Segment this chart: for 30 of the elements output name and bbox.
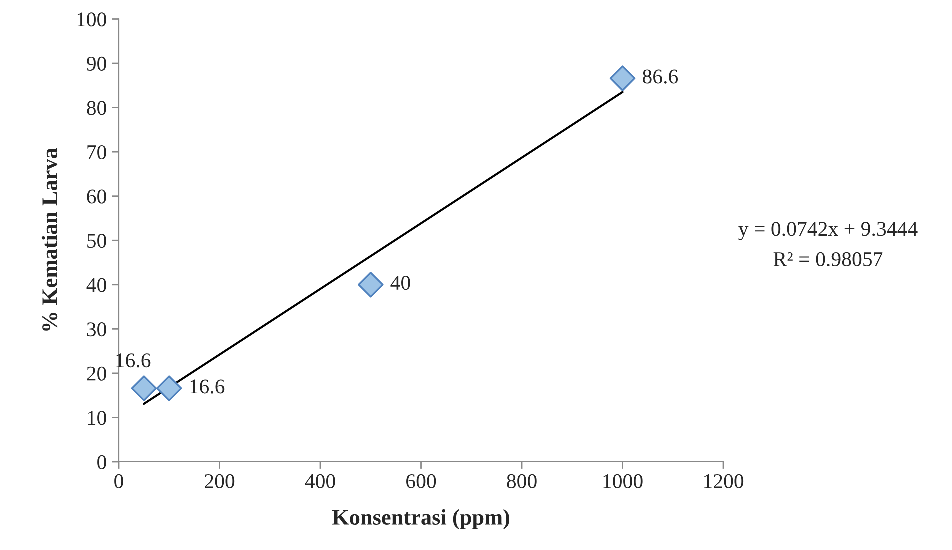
- x-tick-label: 600: [406, 474, 436, 488]
- data-label: 40: [390, 276, 410, 290]
- y-tick-label: 60: [87, 190, 106, 204]
- point: [156, 376, 182, 402]
- y-axis-title: % Kematian Larva: [42, 148, 58, 331]
- x-axis-title: Konsentrasi (ppm): [332, 509, 510, 530]
- point: [131, 376, 158, 402]
- y-tick-label: 0: [98, 455, 106, 470]
- x-tick-label: 1000: [604, 474, 643, 488]
- y-tick-label: 50: [88, 234, 106, 248]
- point: [610, 66, 636, 92]
- y-tick-label: 100: [78, 12, 106, 27]
- text: y = 0.0742x + 9.3444: [738, 222, 918, 240]
- y-tick-label: 90: [87, 56, 106, 71]
- x-tick-label: 1200: [704, 474, 744, 488]
- y-tick-label: 80: [87, 101, 106, 116]
- data-label: 86.6: [643, 70, 678, 84]
- x-tick-label: 400: [305, 474, 336, 488]
- y-tick-label: 10: [88, 411, 106, 426]
- x-tick-label: 200: [205, 474, 235, 488]
- y-tick-label: 30: [87, 322, 106, 337]
- y-tick-label: 70: [88, 145, 106, 160]
- point: [358, 272, 384, 298]
- text: R² = 0.98057: [774, 252, 883, 267]
- x-tick-label: 0: [114, 474, 124, 488]
- data-label: 16.6: [116, 354, 151, 368]
- y-tick-label: 20: [87, 366, 106, 381]
- y-tick-label: 40: [86, 278, 106, 292]
- data-label: 16.6: [190, 380, 225, 394]
- x-tick-label: 800: [507, 474, 537, 488]
